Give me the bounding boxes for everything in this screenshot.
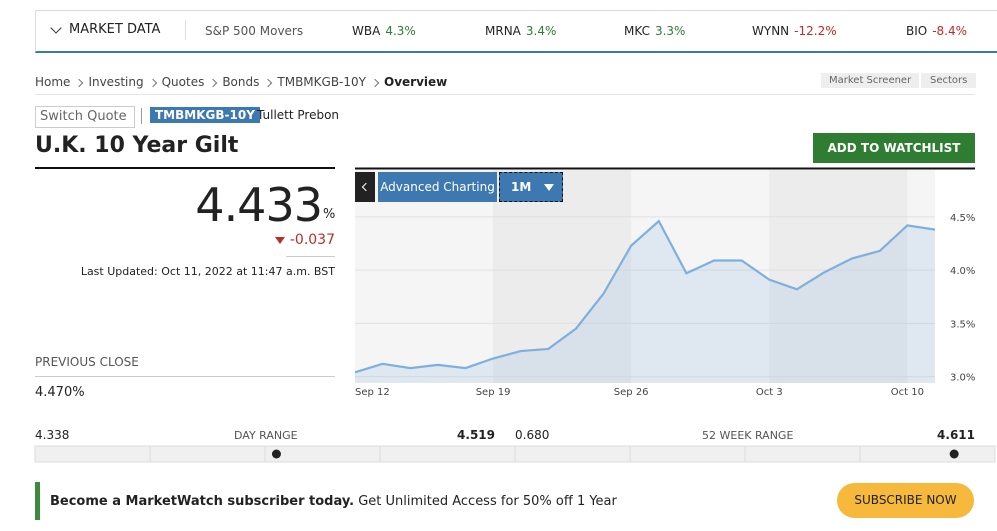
change: -0.037 <box>289 232 335 248</box>
promo-bold: Become a MarketWatch subscriber today. <box>50 494 355 509</box>
rule <box>35 376 335 377</box>
promo-text: Get Unlimited Access for 50% off 1 Year <box>354 494 617 509</box>
mover-symbol: WBA <box>352 24 381 38</box>
mover[interactable]: MRNA 3.4% <box>485 24 556 38</box>
breadcrumb: Home Investing Quotes Bonds TMBMKGB-10Y Overv… <box>35 75 465 89</box>
subscribe-button[interactable]: SUBSCRIBE NOW <box>837 483 974 518</box>
x-tick-label: Sep 26 <box>614 387 649 398</box>
down-arrow <box>275 237 285 244</box>
week52-low: 0.680 <box>515 428 550 442</box>
breadcrumb-item[interactable]: Overview <box>384 75 448 89</box>
price-line <box>354 219 936 374</box>
day-range-label: DAY RANGE <box>234 429 298 442</box>
week52-range-marker <box>949 449 959 459</box>
prev-close-label: PREVIOUS CLOSE <box>35 355 139 369</box>
collapse-button[interactable] <box>355 172 375 202</box>
mover-change: 4.3% <box>385 24 416 38</box>
mover-symbol: WYNN <box>752 24 790 38</box>
x-tick-label: Oct 10 <box>891 387 924 398</box>
market-bar <box>35 10 997 53</box>
y-tick-label: 4.0% <box>950 266 975 277</box>
day-high: 4.519 <box>457 428 495 442</box>
area <box>355 221 935 383</box>
breadcrumb-item[interactable]: Quotes <box>161 75 205 89</box>
tool-button[interactable]: Market Screener <box>821 73 920 88</box>
market-label[interactable]: MARKET DATA <box>69 22 161 37</box>
last-updated: Last Updated: Oct 11, 2022 at 11:47 a.m.… <box>80 265 335 278</box>
day-range-marker <box>271 449 281 459</box>
y-tick-label: 3.0% <box>950 373 975 384</box>
week52-high: 4.611 <box>937 428 975 442</box>
mover[interactable]: BIO -8.4% <box>906 24 967 38</box>
switch-quote[interactable]: Switch Quote <box>35 106 135 128</box>
dropdown-arrow <box>544 184 554 191</box>
week-band <box>769 170 908 383</box>
mover[interactable]: MKC 3.3% <box>624 24 685 38</box>
y-tick-label: 3.5% <box>950 319 975 330</box>
week-band <box>493 170 632 383</box>
rule <box>286 256 335 257</box>
mover[interactable]: WYNN -12.2% <box>752 24 837 38</box>
promo: Become a MarketWatch subscriber today. G… <box>50 494 617 509</box>
tool-button[interactable]: Sectors <box>921 73 977 88</box>
price: 4.433 <box>195 178 323 232</box>
x-tick-label: Sep 12 <box>355 387 390 398</box>
week52-label: 52 WEEK RANGE <box>702 429 794 442</box>
rule <box>35 94 975 95</box>
mover-change: 3.4% <box>525 24 557 38</box>
day-low: 4.338 <box>35 428 70 442</box>
title: U.K. 10 Year Gilt <box>35 133 239 158</box>
breadcrumb-item[interactable]: Home <box>35 75 71 89</box>
mover-change: -12.2% <box>794 24 837 38</box>
price-unit: % <box>323 207 336 222</box>
prev-close-value: 4.470% <box>35 385 85 400</box>
plot-right <box>935 170 975 383</box>
watchlist-button[interactable]: ADD TO WATCHLIST <box>813 133 975 163</box>
y-tick-label: 4.5% <box>950 213 975 224</box>
breadcrumb-item[interactable]: Investing <box>88 75 144 89</box>
mover-symbol: MKC <box>624 24 650 38</box>
x-tick-label: Oct 3 <box>756 387 783 398</box>
movers-group: S&P 500 Movers <box>205 24 304 38</box>
advanced-charting[interactable]: Advanced Charting <box>378 172 497 202</box>
mover-change: 3.3% <box>654 24 686 38</box>
promo-accent <box>35 482 40 520</box>
divider <box>141 108 142 124</box>
mover[interactable]: WBA 4.3% <box>352 24 416 38</box>
breadcrumb-item[interactable]: TMBMKGB-10Y <box>277 75 366 89</box>
mover-change: -8.4% <box>932 24 968 38</box>
ticker: TMBMKGB-10Y <box>150 107 260 123</box>
mover-symbol: MRNA <box>485 24 521 38</box>
week52-range-bar <box>514 445 996 463</box>
source: Tullett Prebon <box>257 108 340 122</box>
breadcrumb-item[interactable]: Bonds <box>222 75 260 89</box>
mover-symbol: BIO <box>906 24 928 38</box>
x-tick-label: Sep 19 <box>476 387 511 398</box>
divider <box>185 20 186 40</box>
rule <box>35 167 335 169</box>
